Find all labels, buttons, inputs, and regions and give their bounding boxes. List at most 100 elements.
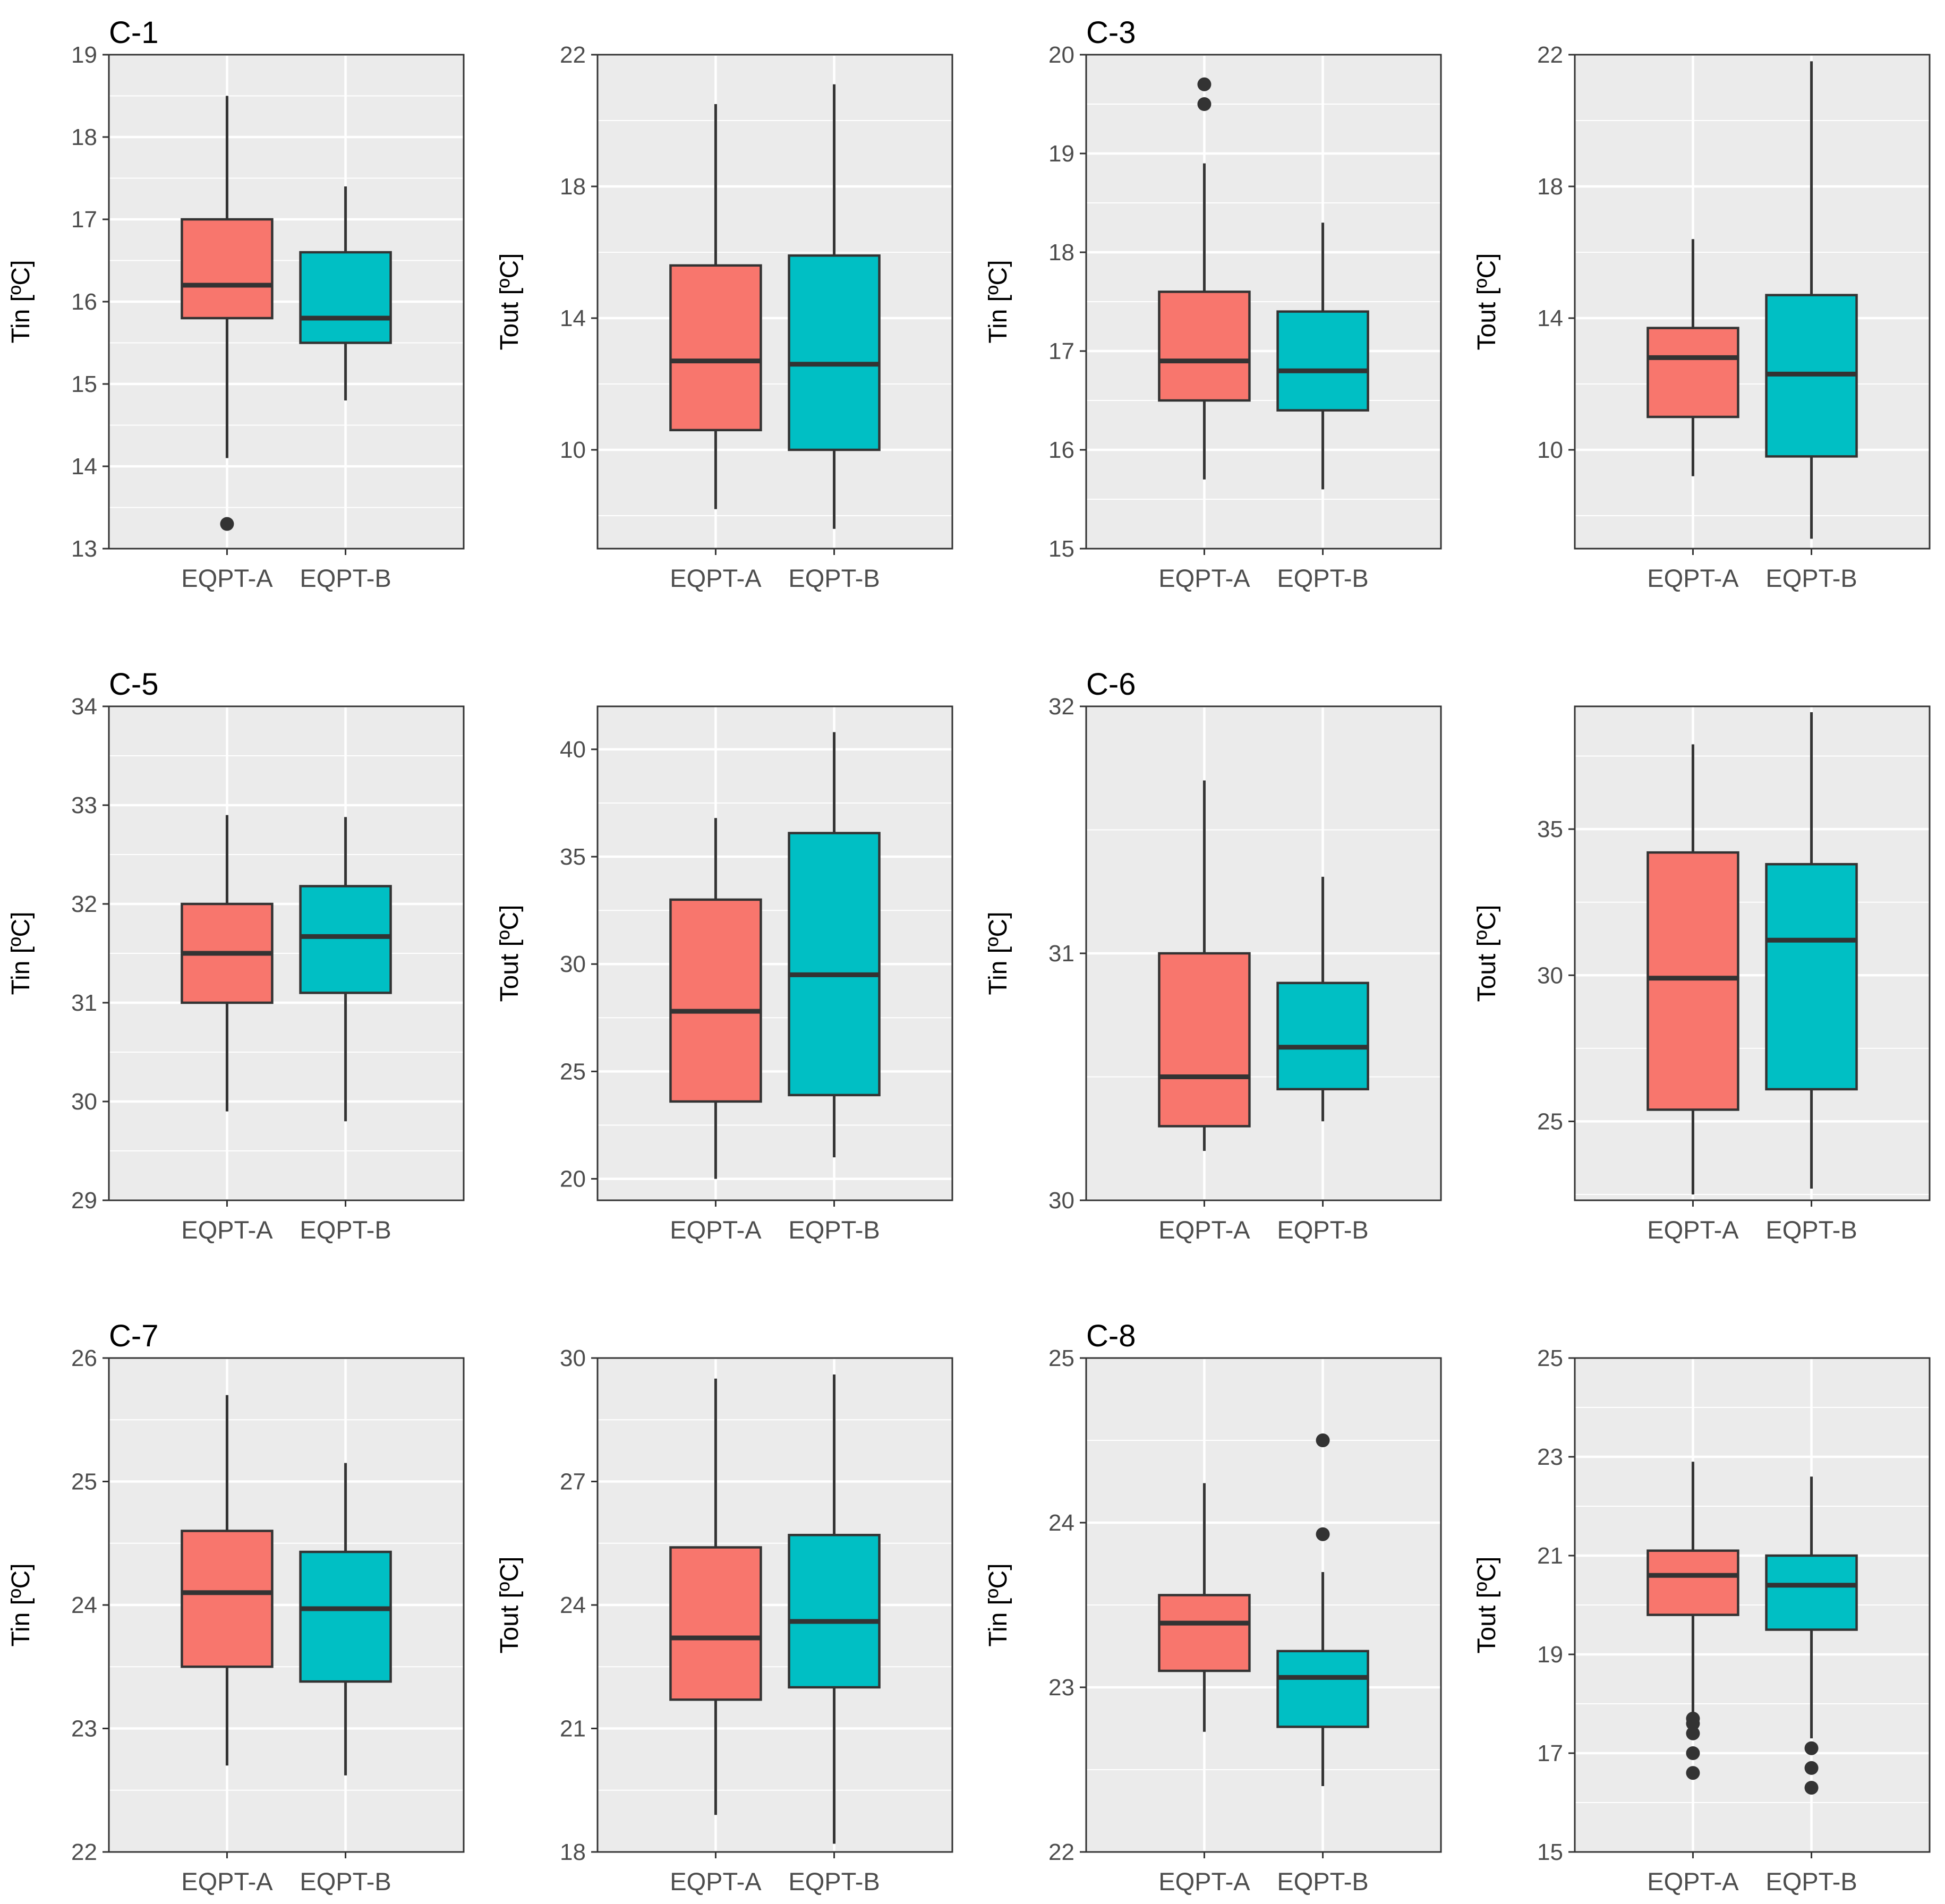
x-tick-label: EQPT-A	[1158, 564, 1250, 592]
y-tick-label: 32	[71, 891, 97, 917]
y-tick-label: 19	[1537, 1642, 1563, 1668]
y-tick-label: 26	[71, 1345, 97, 1371]
y-axis-label: Tin [ºC]	[984, 911, 1012, 995]
box-eqpt-a	[1158, 952, 1251, 1128]
chart-panel: 22 23 24 25 26 EQPT-A EQPT-B Tin [ºC] C-7	[7, 1319, 465, 1896]
y-tick-label: 10	[560, 437, 586, 463]
x-tick-label: EQPT-B	[788, 564, 880, 592]
chart-panel: 18 21 24 27 30 EQPT-A EQPT-B Tout [ºC]	[496, 1345, 953, 1896]
y-tick-label: 15	[71, 371, 97, 397]
y-tick-label: 23	[1048, 1675, 1074, 1701]
x-tick-label: EQPT-B	[1765, 1867, 1857, 1896]
box-eqpt-a	[181, 1530, 274, 1668]
box-eqpt-a	[1158, 1594, 1251, 1672]
y-tick-label: 25	[71, 1469, 97, 1495]
box-eqpt-a	[1647, 851, 1739, 1111]
x-tick-label: EQPT-B	[1765, 564, 1857, 592]
y-tick-label: 24	[560, 1592, 586, 1618]
y-tick-label: 30	[71, 1089, 97, 1115]
box-eqpt-b	[788, 832, 881, 1097]
outlier-point	[1804, 1741, 1819, 1755]
y-tick-label: 27	[560, 1469, 586, 1495]
y-tick-label: 21	[560, 1716, 586, 1742]
y-tick-label: 24	[1048, 1510, 1074, 1536]
chart-panel: 10 14 18 22 EQPT-A EQPT-B Tout [ºC]	[1473, 42, 1931, 592]
y-tick-label: 21	[1537, 1543, 1563, 1569]
box-eqpt-b	[1765, 1554, 1858, 1631]
box-eqpt-a	[669, 1546, 762, 1701]
panel-border	[1574, 54, 1931, 550]
y-tick-label: 20	[1048, 42, 1074, 68]
chart-panel: 29 30 31 32 33 34 EQPT-A EQPT-B Tin [ºC] C-5	[7, 667, 465, 1244]
plot-background	[598, 55, 952, 549]
box-eqpt-b	[788, 254, 881, 451]
y-tick-label: 14	[560, 305, 586, 331]
box-eqpt-b	[1276, 310, 1369, 412]
panel-title: C-6	[1086, 667, 1136, 702]
y-tick-label: 24	[71, 1592, 97, 1618]
y-tick-label: 18	[560, 1839, 586, 1865]
y-tick-label: 22	[71, 1839, 97, 1865]
x-tick-label: EQPT-A	[1647, 564, 1739, 592]
panel-border	[1574, 705, 1931, 1201]
chart-panel: 15 16 17 18 19 20 EQPT-A EQPT-B Tin [ºC] C-3	[984, 15, 1442, 592]
y-axis-label: Tin [ºC]	[7, 1563, 35, 1646]
box-eqpt-b	[1276, 981, 1369, 1091]
x-tick-label: EQPT-A	[670, 1867, 762, 1896]
y-tick-label: 25	[1537, 1345, 1563, 1371]
y-axis-label: Tin [ºC]	[7, 911, 35, 995]
y-tick-label: 29	[71, 1188, 97, 1214]
x-tick-label: EQPT-A	[181, 1867, 273, 1896]
y-tick-label: 18	[1048, 240, 1074, 266]
y-tick-label: 23	[71, 1716, 97, 1742]
y-tick-label: 16	[71, 289, 97, 315]
y-tick-label: 17	[1537, 1740, 1563, 1766]
outlier-point	[1686, 1726, 1700, 1740]
panel-border	[596, 705, 953, 1201]
y-tick-label: 22	[1537, 42, 1563, 68]
box-eqpt-b	[1765, 863, 1858, 1091]
chart-panel: 13 14 15 16 17 18 19 EQPT-A EQPT-B Tin [ºC] C-1	[7, 15, 465, 592]
y-tick-label: 32	[1048, 694, 1074, 720]
panel-title: C-8	[1086, 1319, 1136, 1353]
y-tick-label: 19	[71, 42, 97, 68]
y-tick-label: 30	[1048, 1188, 1074, 1214]
y-axis-label: Tout [ºC]	[1473, 905, 1501, 1002]
panel-title: C-5	[109, 667, 158, 702]
y-tick-label: 31	[1048, 941, 1074, 967]
chart-panel: 30 31 32 EQPT-A EQPT-B Tin [ºC] C-6	[984, 667, 1442, 1244]
x-tick-label: EQPT-A	[670, 564, 762, 592]
y-tick-label: 20	[560, 1166, 586, 1192]
y-tick-label: 30	[560, 1345, 586, 1371]
y-tick-label: 14	[1537, 305, 1563, 331]
y-tick-label: 18	[1537, 174, 1563, 200]
x-tick-label: EQPT-B	[1277, 564, 1368, 592]
box-eqpt-a	[1158, 291, 1251, 402]
y-tick-label: 23	[1537, 1444, 1563, 1470]
outlier-point	[1316, 1433, 1330, 1447]
x-tick-label: EQPT-B	[300, 1216, 391, 1244]
y-axis-label: Tin [ºC]	[984, 1563, 1012, 1646]
box-eqpt-a	[181, 218, 274, 320]
x-tick-label: EQPT-A	[181, 1216, 273, 1244]
box-eqpt-a	[669, 264, 762, 432]
x-tick-label: EQPT-B	[1765, 1216, 1857, 1244]
x-tick-label: EQPT-A	[181, 564, 273, 592]
box-eqpt-b	[299, 251, 392, 344]
outlier-point	[1804, 1761, 1819, 1775]
y-tick-label: 22	[560, 42, 586, 68]
y-tick-label: 18	[71, 124, 97, 150]
box-eqpt-a	[669, 898, 762, 1103]
outlier-point	[1686, 1746, 1700, 1760]
y-tick-label: 30	[560, 951, 586, 977]
y-tick-label: 25	[1537, 1108, 1563, 1134]
box-eqpt-b	[299, 1550, 392, 1683]
y-tick-label: 35	[1537, 816, 1563, 842]
y-tick-label: 17	[1048, 338, 1074, 364]
box-eqpt-b	[299, 885, 392, 994]
y-tick-label: 19	[1048, 141, 1074, 167]
chart-panel: 15 17 19 21 23 25 EQPT-A EQPT-B Tout [ºC]	[1473, 1345, 1931, 1896]
y-axis-label: Tin [ºC]	[984, 260, 1012, 343]
y-tick-label: 15	[1048, 536, 1074, 562]
